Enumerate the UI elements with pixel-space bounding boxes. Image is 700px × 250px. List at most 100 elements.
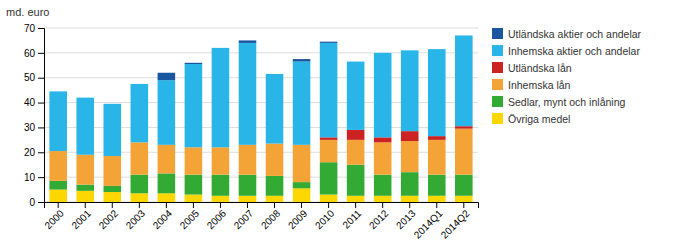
bar-segment bbox=[320, 43, 338, 137]
bar-segment bbox=[103, 192, 121, 202]
x-tick: 2013 bbox=[394, 202, 418, 231]
plot: 0102030405060702000200120022003200420052… bbox=[24, 23, 479, 241]
legend-item: Sedlar, mynt och inlåning bbox=[492, 96, 625, 108]
y-tick-label: 0 bbox=[29, 197, 35, 208]
y-tick: 40 bbox=[24, 97, 44, 108]
y-tick: 60 bbox=[24, 48, 44, 59]
bar-segment bbox=[455, 175, 473, 196]
x-tick-label: 2003 bbox=[124, 207, 148, 231]
bar-segment bbox=[347, 165, 365, 196]
x-tick: 2014Q2 bbox=[439, 202, 472, 241]
x-tick-mark bbox=[274, 202, 275, 208]
x-tick-mark bbox=[85, 202, 86, 208]
bar-segment bbox=[131, 83, 149, 84]
bar-segment bbox=[347, 61, 365, 62]
bar-segment bbox=[76, 98, 94, 155]
bar-segment bbox=[212, 196, 230, 202]
x-tick-mark bbox=[112, 202, 113, 208]
bar-segment bbox=[428, 49, 446, 136]
bar-segment bbox=[239, 43, 257, 145]
y-tick-mark bbox=[38, 152, 44, 153]
bar-segment bbox=[428, 140, 446, 175]
x-tick-label: 2013 bbox=[394, 207, 418, 231]
x-tick-mark bbox=[193, 202, 194, 208]
bar-segment bbox=[293, 62, 311, 145]
bar-segment bbox=[103, 156, 121, 186]
x-axis: 2000200120022003200420052006200720082009… bbox=[42, 202, 478, 241]
bar-segment bbox=[158, 193, 176, 202]
legend-item: Inhemska lån bbox=[492, 79, 571, 91]
bar-segment bbox=[293, 188, 311, 202]
bar-segment bbox=[158, 80, 176, 145]
bar-segment bbox=[401, 131, 419, 141]
legend-label: Sedlar, mynt och inlåning bbox=[508, 96, 625, 108]
bar-segment bbox=[76, 97, 94, 98]
legend-label: Övriga medel bbox=[508, 113, 570, 125]
bar-segment bbox=[374, 142, 392, 174]
y-axis-line bbox=[38, 29, 45, 203]
x-tick-label: 2008 bbox=[259, 207, 283, 231]
x-tick-label: 2001 bbox=[70, 207, 94, 231]
y-tick: 10 bbox=[24, 172, 44, 183]
x-tick-mark bbox=[463, 202, 464, 208]
legend-label: Utländska lån bbox=[508, 62, 572, 74]
x-tick: 2007 bbox=[232, 202, 256, 231]
bar-segment bbox=[103, 186, 121, 192]
bar-segment bbox=[212, 175, 230, 196]
legend-label: Inhemska lån bbox=[508, 79, 571, 91]
legend: Utländska aktier och andelarInhemska akt… bbox=[492, 28, 642, 125]
x-tick-mark bbox=[328, 202, 329, 208]
x-tick-mark bbox=[409, 202, 410, 208]
bar-segment bbox=[293, 145, 311, 182]
bar-segment bbox=[103, 104, 121, 156]
bar-segment bbox=[49, 181, 67, 190]
x-tick-mark bbox=[436, 202, 437, 208]
x-tick: 2008 bbox=[259, 202, 283, 231]
bar-segment bbox=[455, 126, 473, 128]
bar-segment bbox=[131, 193, 149, 202]
y-tick-label: 30 bbox=[24, 122, 36, 133]
y-tick-mark bbox=[38, 53, 44, 54]
bar-segment bbox=[428, 175, 446, 196]
bar-segment bbox=[158, 145, 176, 174]
x-tick-mark bbox=[355, 202, 356, 208]
bar-segment bbox=[185, 63, 203, 64]
bar-series bbox=[49, 35, 472, 156]
bar-segment bbox=[266, 196, 284, 202]
y-tick-label: 10 bbox=[24, 172, 36, 183]
y-tick-mark bbox=[38, 78, 44, 79]
x-tick: 2010 bbox=[313, 202, 337, 231]
bar-series bbox=[158, 40, 338, 80]
bar-segment bbox=[185, 64, 203, 147]
y-tick-mark bbox=[38, 202, 44, 203]
bar-segment bbox=[266, 176, 284, 196]
y-tick: 70 bbox=[24, 23, 44, 34]
bar-segment bbox=[212, 47, 230, 48]
bar-segment bbox=[347, 196, 365, 202]
x-tick-mark bbox=[301, 202, 302, 208]
legend-item: Utländska lån bbox=[492, 62, 572, 74]
bar-segment bbox=[131, 84, 149, 142]
x-tick: 2012 bbox=[367, 202, 391, 231]
bar-segment bbox=[49, 91, 67, 92]
x-tick-mark bbox=[382, 202, 383, 208]
x-tick-label: 2006 bbox=[205, 207, 229, 231]
bar-segment bbox=[266, 74, 284, 144]
x-tick-mark bbox=[247, 202, 248, 208]
y-tick-mark bbox=[38, 28, 44, 29]
x-tick-label: 2004 bbox=[151, 207, 175, 231]
bar-segment bbox=[455, 129, 473, 175]
legend-swatch bbox=[492, 62, 503, 73]
bar-segment bbox=[131, 142, 149, 174]
bar-segment bbox=[455, 35, 473, 36]
x-tick: 2005 bbox=[178, 202, 202, 231]
chart: 0102030405060702000200120022003200420052… bbox=[0, 0, 700, 250]
x-tick-label: 2007 bbox=[232, 207, 256, 231]
bar-segment bbox=[320, 140, 338, 162]
bar-segment bbox=[374, 137, 392, 142]
bar-segment bbox=[103, 103, 121, 104]
x-tick-label: 2005 bbox=[178, 207, 202, 231]
x-tick-label: 2000 bbox=[42, 207, 66, 231]
x-tick: 2006 bbox=[205, 202, 229, 231]
bar-segment bbox=[76, 185, 94, 191]
